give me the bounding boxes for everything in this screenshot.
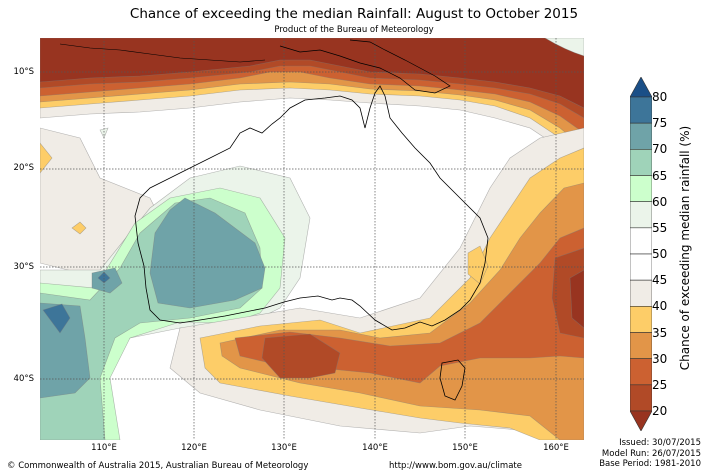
lat-label-30s: 30°S <box>13 262 34 272</box>
colorbar-tick-25: 25 <box>652 377 668 392</box>
model-run-date: Model Run: 26/07/2015 <box>601 448 701 459</box>
colorbar-bin-55-60 <box>630 201 652 229</box>
map-title: Chance of exceeding the median Rainfall:… <box>129 6 579 22</box>
colorbar-bin-65-70 <box>630 149 652 176</box>
contour-75-small <box>97 271 111 284</box>
colorbar-bin-60-65 <box>630 175 652 202</box>
colorbar-extend-top <box>630 77 652 98</box>
colorbar-bin-20-25 <box>630 384 652 412</box>
issued-date: Issued: 30/07/2015 <box>619 438 701 448</box>
colorbar-extend-bottom <box>630 410 652 431</box>
contour-75-west <box>42 303 71 334</box>
colorbar <box>630 77 652 431</box>
colorbar-tick-70: 70 <box>652 142 668 157</box>
indonesia-coastline <box>59 43 266 63</box>
copyright-text: © Commonwealth of Australia 2015, Austra… <box>7 461 309 471</box>
lon-label-130e: 130°E <box>271 443 297 453</box>
colorbar-bin-30-35 <box>630 332 652 359</box>
lon-label-150e: 150°E <box>452 443 478 453</box>
colorbar-tick-50: 50 <box>652 247 668 261</box>
lon-label-140e: 140°E <box>362 443 388 453</box>
contour-below-20 <box>40 38 584 109</box>
colorbar-bin-45-50 <box>630 253 652 281</box>
colorbar-bin-25-30 <box>630 358 652 386</box>
colorbar-bin-50-55 <box>630 227 652 255</box>
colorbar-bin-70-75 <box>630 122 652 150</box>
new-guinea-coastline <box>279 39 451 94</box>
contour-70-central <box>149 197 266 309</box>
contour-west-35a <box>40 142 53 174</box>
lat-label-20s: 20°S <box>13 163 34 173</box>
colorbar-bin-40-45 <box>630 279 652 307</box>
lat-label-40s: 40°S <box>13 374 34 384</box>
contour-west-35b <box>71 221 87 235</box>
colorbar-tick-20: 20 <box>652 404 668 418</box>
rainfall-map <box>40 38 584 440</box>
contour-ne-wet <box>544 38 584 57</box>
colorbar-tick-35: 35 <box>652 325 668 340</box>
tasmania-coastline <box>439 359 466 401</box>
colorbar-bin-35-40 <box>630 306 652 333</box>
contour-south-20a <box>261 333 341 379</box>
colorbar-tick-80: 80 <box>652 90 668 104</box>
base-period: Base Period: 1981-2010 <box>599 459 701 469</box>
lon-label-110e: 110°E <box>91 443 117 453</box>
bom-url-link[interactable]: http://www.bom.gov.au/climate <box>389 461 522 471</box>
colorbar-tick-30: 30 <box>652 351 668 366</box>
map-subtitle: Product of the Bureau of Meteorology <box>274 25 434 35</box>
contour-south-below20 <box>569 269 584 329</box>
colorbar-bin-75-80 <box>630 96 652 124</box>
lon-label-160e: 160°E <box>543 443 569 453</box>
lon-label-120e: 120°E <box>181 443 207 453</box>
contour-east-35 <box>467 245 489 285</box>
colorbar-tick-45: 45 <box>652 273 668 288</box>
australia-coastline <box>134 85 489 331</box>
colorbar-tick-40: 40 <box>652 299 668 314</box>
colorbar-tick-55: 55 <box>652 220 668 235</box>
colorbar-label: Chance of exceeding median rainfall (%) <box>678 125 692 371</box>
colorbar-tick-60: 60 <box>652 194 668 209</box>
issue-info: Issued: 30/07/2015 Model Run: 26/07/2015… <box>599 438 701 470</box>
lat-label-10s: 10°S <box>13 67 34 77</box>
colorbar-tick-75: 75 <box>652 116 668 131</box>
contour-70-west <box>40 302 91 399</box>
colorbar-tick-65: 65 <box>652 168 668 183</box>
